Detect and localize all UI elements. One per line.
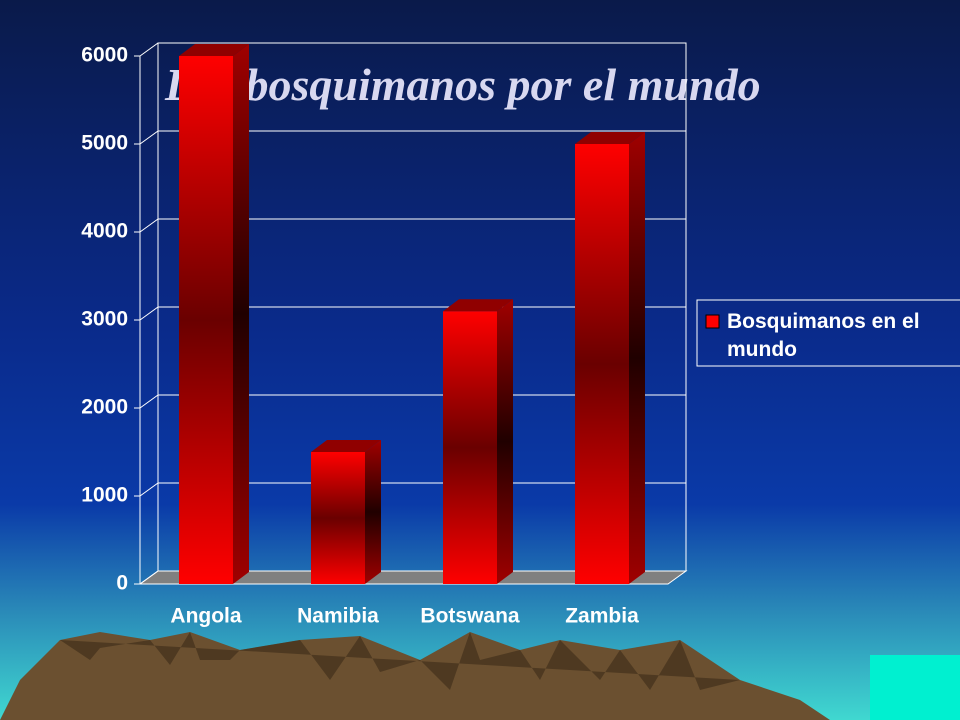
x-tick-label: Namibia xyxy=(297,605,379,628)
bar-side xyxy=(233,44,249,584)
bar-front xyxy=(311,452,365,584)
bar-front xyxy=(179,56,233,584)
plot: 0 1000 2000 3000 4000 5000 6000 Angola Namibia Bo… xyxy=(81,42,688,628)
bar-top xyxy=(179,44,249,56)
mountain-shadows xyxy=(60,632,740,690)
legend-label: Bosquimanos en el mundo xyxy=(727,310,920,361)
bar-top xyxy=(311,440,381,452)
bar xyxy=(443,299,513,584)
y-tick-label: 0 xyxy=(116,572,128,595)
bar xyxy=(179,44,249,584)
legend-swatch xyxy=(705,314,720,329)
bar xyxy=(311,440,381,584)
grid-line xyxy=(139,218,686,233)
bar-top xyxy=(443,299,513,312)
x-tick-label: Zambia xyxy=(565,605,639,628)
bar xyxy=(575,132,645,584)
y-tick-label: 2000 xyxy=(81,396,128,419)
chart-title: Los bosquimanos por el mundo xyxy=(164,59,761,110)
x-tick-label: Angola xyxy=(170,605,241,628)
y-tick-label: 3000 xyxy=(81,308,128,331)
grid-line xyxy=(139,130,686,145)
bar-top xyxy=(575,132,645,144)
y-tick-label: 6000 xyxy=(81,44,128,67)
x-tick-label: Botswana xyxy=(420,605,520,628)
bar-side xyxy=(497,299,513,584)
sea xyxy=(870,655,960,720)
y-tick-label: 1000 xyxy=(81,484,128,507)
y-tick-label: 4000 xyxy=(81,220,128,243)
bar-front xyxy=(575,144,629,584)
legend-line: mundo xyxy=(727,338,797,361)
bar-side xyxy=(365,440,381,584)
grid-line xyxy=(139,42,686,57)
bar-front xyxy=(443,311,497,584)
bar-side xyxy=(629,132,645,584)
legend xyxy=(696,299,960,367)
legend-line: Bosquimanos en el xyxy=(727,310,920,333)
y-tick-label: 5000 xyxy=(81,132,128,155)
